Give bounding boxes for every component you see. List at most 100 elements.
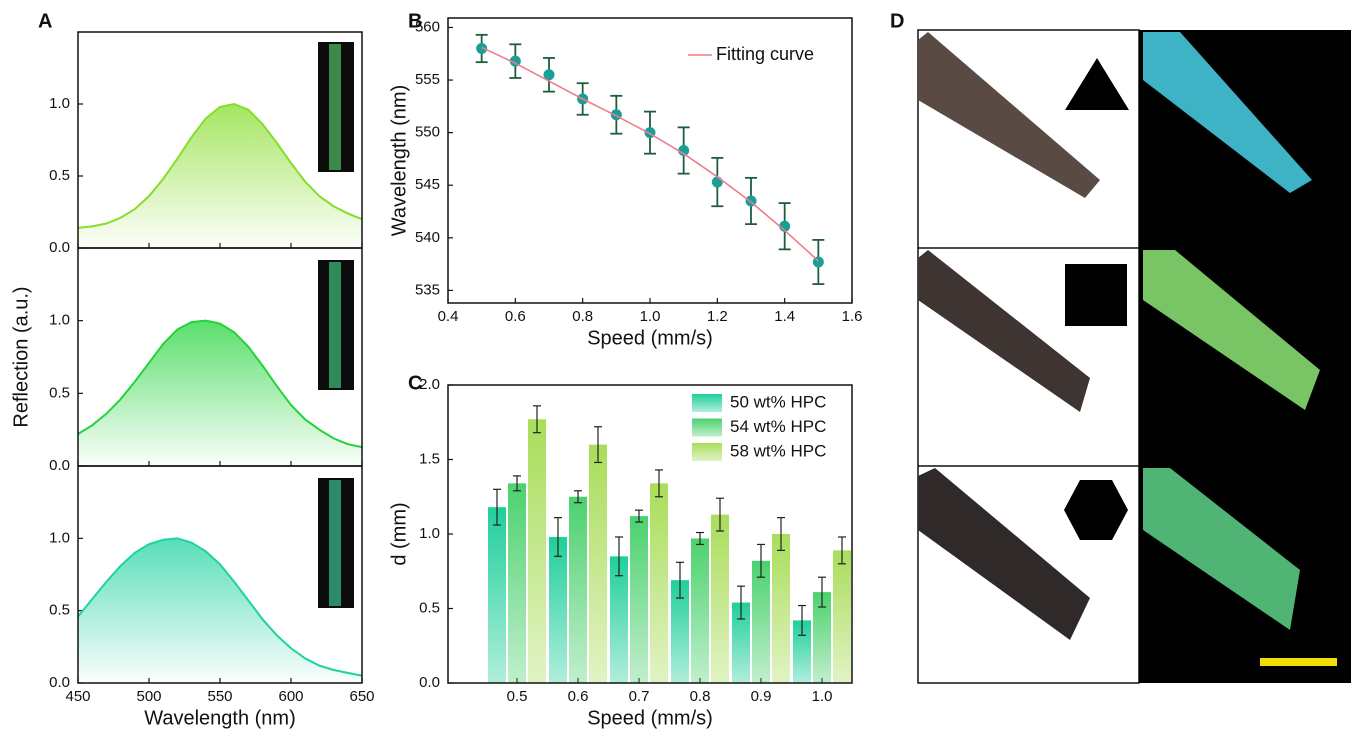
bar <box>630 516 648 683</box>
square-icon <box>1065 264 1127 326</box>
point <box>711 176 723 188</box>
y-axis-label: d (mm) <box>388 502 410 565</box>
inset-fiber <box>329 44 341 170</box>
x-tick-label: 1.2 <box>707 308 728 325</box>
plot-frame <box>77 465 363 684</box>
y-tick-label: 545 <box>415 176 440 193</box>
y-axis-label: Reflection (a.u.) <box>10 286 32 427</box>
bar <box>772 534 790 683</box>
legend-label: 54 wt% HPC <box>730 417 826 436</box>
panel-label: B <box>408 10 422 32</box>
bar <box>508 483 526 683</box>
x-tick-label: 600 <box>278 688 303 705</box>
bar <box>610 556 628 683</box>
point <box>543 69 555 81</box>
x-tick-label: 450 <box>65 688 90 705</box>
x-tick-label: 0.6 <box>505 308 526 325</box>
x-tick-label: 0.8 <box>572 308 593 325</box>
bar <box>732 602 750 683</box>
y-tick-label: 555 <box>415 71 440 88</box>
legend-swatch <box>692 394 722 412</box>
scale-bar <box>1260 658 1337 666</box>
bar <box>711 514 729 683</box>
panel-d: D <box>890 10 1351 684</box>
panel-label: C <box>408 372 422 394</box>
chart: 535 540 545 550 555 560 0.4 0.6 0.8 1.0 1.2 1.4 1.6 B… <box>388 10 862 349</box>
hexagon-icon <box>1064 480 1128 540</box>
x-axis-label: Wavelength (nm) <box>144 707 296 729</box>
bar <box>813 592 831 683</box>
area-fill <box>78 104 362 248</box>
point <box>678 145 690 157</box>
y-tick-label: 0.5 <box>49 167 70 184</box>
y-tick-label: 1.0 <box>49 95 70 112</box>
triangle-icon <box>1065 58 1129 110</box>
glow-fiber <box>1143 32 1312 193</box>
y-axis-label: Wavelength (nm) <box>388 85 410 237</box>
bar <box>569 496 587 683</box>
y-tick-label: 0.0 <box>49 674 70 691</box>
glow-fiber <box>1143 468 1300 630</box>
x-tick-label: 0.7 <box>629 688 650 705</box>
bar <box>549 536 567 683</box>
chart: 0.0 0.5 1.0 Reflection (a.u.) <box>10 247 363 474</box>
bar <box>691 538 709 683</box>
plot-frame <box>447 384 853 684</box>
x-tick-label: 1.0 <box>640 308 661 325</box>
inset-fiber <box>329 480 341 606</box>
fiber-photo <box>918 468 1090 640</box>
legend-label: Fitting curve <box>716 44 814 64</box>
fit-line <box>481 46 819 262</box>
fiber-photo <box>918 32 1100 198</box>
y-tick-label: 550 <box>415 124 440 141</box>
y-tick-label: 1.5 <box>419 450 440 467</box>
line <box>77 319 363 449</box>
inset-photos <box>318 42 354 608</box>
y-tick-label: 0.0 <box>419 674 440 691</box>
x-tick-label: 0.4 <box>438 308 459 325</box>
area-fill <box>78 538 362 683</box>
x-tick-label: 0.5 <box>507 688 528 705</box>
glow-fiber <box>1143 250 1320 410</box>
bar <box>793 620 811 683</box>
bar <box>589 444 607 683</box>
y-tick-label: 560 <box>415 18 440 35</box>
x-tick-label: 1.6 <box>842 308 863 325</box>
y-tick-label: 1.0 <box>419 525 440 542</box>
chart: 0.0 0.5 1.0 1.5 2.0 0.5 0.6 0.7 0.8 0.9 1.0 C Speed … <box>388 372 853 729</box>
x-axis-label: Speed (mm/s) <box>587 707 713 729</box>
y-tick-label: 2.0 <box>419 376 440 393</box>
chart: 0.0 0.5 1.0 A <box>38 10 363 256</box>
plot-frame <box>447 17 853 304</box>
y-tick-label: 1.0 <box>49 312 70 329</box>
legend-label: 50 wt% HPC <box>730 392 826 411</box>
y-tick-label: 0.5 <box>49 384 70 401</box>
bar <box>528 419 546 683</box>
y-tick-label: 0.0 <box>49 457 70 474</box>
chart: 0.0 0.5 1.0 450 500 550 600 650 Wavelength (nm) <box>49 465 375 729</box>
bar <box>671 580 689 683</box>
area-fill <box>78 320 362 466</box>
x-tick-label: 1.0 <box>812 688 833 705</box>
panel-label: D <box>890 10 904 32</box>
x-tick-label: 550 <box>207 688 232 705</box>
legend-swatch <box>692 418 722 437</box>
line <box>77 102 363 229</box>
bar <box>650 483 668 683</box>
x-axis-label: Speed (mm/s) <box>587 327 713 349</box>
panel-label: A <box>38 10 52 32</box>
bar <box>752 560 770 683</box>
legend-swatch <box>692 443 722 461</box>
x-tick-label: 0.6 <box>568 688 589 705</box>
x-tick-label: 0.8 <box>690 688 711 705</box>
bar <box>488 507 506 683</box>
y-tick-label: 0.5 <box>419 599 440 616</box>
point <box>476 42 488 54</box>
legend-label: 58 wt% HPC <box>730 441 826 460</box>
y-tick-label: 0.0 <box>49 239 70 256</box>
y-tick-label: 0.5 <box>49 602 70 619</box>
y-tick-label: 1.0 <box>49 529 70 546</box>
y-tick-label: 535 <box>415 281 440 298</box>
x-tick-label: 650 <box>349 688 374 705</box>
